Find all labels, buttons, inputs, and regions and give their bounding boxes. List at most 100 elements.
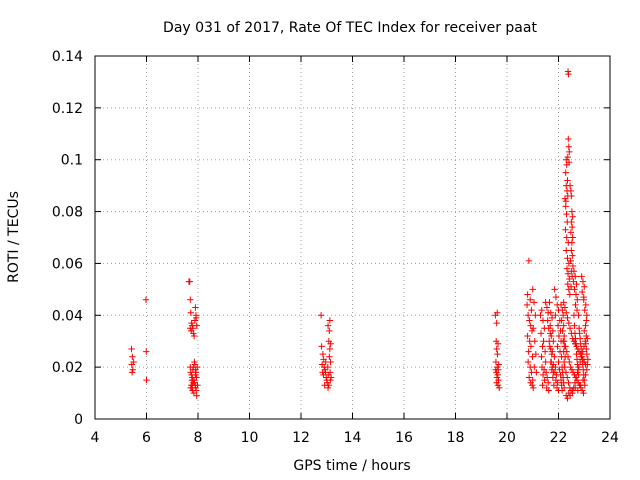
data-point (324, 363, 331, 371)
data-point (187, 309, 194, 316)
y-tick-label: 0.12 (52, 101, 83, 117)
data-point (190, 332, 198, 340)
data-point (525, 257, 533, 265)
data-point (327, 358, 334, 366)
data-point (561, 343, 568, 350)
data-point (537, 330, 545, 337)
data-point (523, 301, 531, 309)
data-point (564, 374, 571, 381)
data-point (533, 369, 540, 376)
data-point (539, 382, 546, 389)
data-point (578, 350, 585, 358)
data-point (555, 358, 562, 366)
data-point (565, 143, 572, 150)
data-point (188, 376, 196, 384)
data-point (574, 296, 581, 303)
x-tick-label: 20 (498, 430, 516, 446)
data-point (531, 363, 538, 371)
y-tick-label: 0.02 (52, 360, 83, 376)
data-point (494, 309, 501, 316)
data-point (563, 265, 571, 272)
data-point (546, 338, 553, 345)
data-point (545, 379, 552, 386)
data-point (194, 382, 201, 389)
data-point (529, 353, 536, 360)
data-point (325, 371, 332, 379)
data-point (570, 268, 578, 275)
data-point (538, 353, 545, 360)
y-tick-label: 0.06 (52, 256, 83, 272)
data-point (568, 218, 575, 226)
y-axis-label: ROTI / TECUs (6, 191, 22, 283)
data-point (584, 356, 592, 363)
data-point (319, 350, 327, 358)
data-point (142, 296, 150, 303)
y-tick-label: 0 (74, 412, 83, 428)
x-tick-label: 18 (447, 430, 465, 446)
data-point (192, 387, 200, 394)
data-point (570, 312, 578, 319)
data-point (569, 234, 576, 241)
x-tick-label: 16 (395, 430, 413, 446)
data-point (581, 376, 588, 384)
data-point (525, 348, 532, 355)
data-point (574, 387, 582, 394)
data-point (583, 317, 590, 324)
data-point (567, 283, 575, 290)
data-point (547, 330, 554, 337)
data-point (496, 384, 503, 392)
data-point (582, 301, 589, 309)
data-point (128, 345, 135, 353)
data-point (561, 353, 569, 360)
data-point (560, 322, 567, 329)
data-point (567, 257, 574, 265)
data-point (326, 327, 333, 335)
data-point (580, 366, 587, 373)
data-point (563, 210, 570, 218)
data-point (576, 330, 583, 337)
data-point (558, 387, 566, 394)
data-point (559, 312, 567, 319)
data-point (143, 376, 150, 384)
data-point (193, 322, 200, 329)
data-point (528, 306, 535, 314)
data-point (537, 312, 544, 319)
chart-title: Day 031 of 2017, Rate Of TEC Index for r… (163, 20, 537, 36)
data-point (584, 335, 591, 342)
x-tick-label: 12 (292, 430, 310, 446)
data-point (531, 338, 539, 345)
data-point (326, 317, 334, 324)
y-tick-label: 0.14 (52, 49, 83, 65)
data-point (527, 343, 535, 350)
data-point (192, 314, 200, 322)
data-point (129, 353, 136, 360)
data-point (572, 291, 580, 298)
data-point (559, 338, 567, 345)
data-point (545, 387, 552, 394)
data-point (552, 293, 560, 301)
data-point (326, 345, 334, 353)
data-point (565, 319, 572, 327)
data-point (526, 296, 534, 303)
data-point (577, 345, 585, 353)
y-tick-label: 0.08 (52, 205, 83, 221)
x-tick-label: 6 (142, 430, 151, 446)
data-point (572, 273, 579, 280)
data-point (564, 177, 571, 184)
data-point (541, 348, 549, 355)
data-point (566, 148, 573, 156)
data-point (525, 374, 533, 381)
data-point (130, 358, 137, 366)
data-point (560, 358, 568, 366)
y-tick-label: 0.04 (52, 308, 83, 324)
data-point (569, 262, 577, 270)
data-point (524, 312, 532, 319)
data-point (562, 169, 569, 176)
data-point (544, 317, 551, 324)
data-point (128, 369, 136, 376)
data-point (543, 304, 551, 311)
data-point (324, 322, 332, 329)
data-point (189, 366, 197, 373)
data-point (541, 376, 548, 384)
